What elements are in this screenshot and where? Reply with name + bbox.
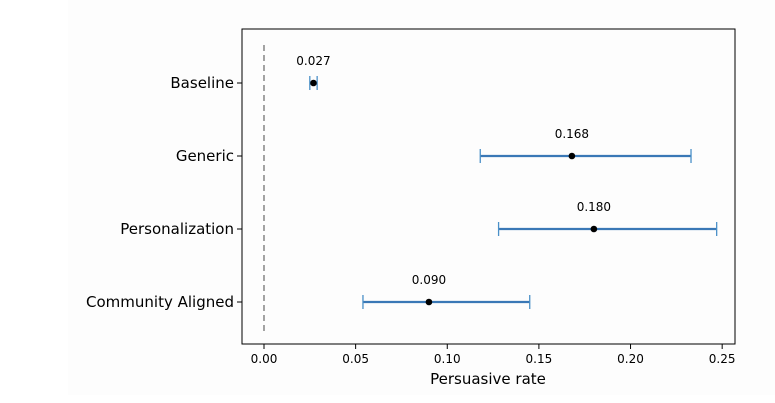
value-label: 0.168: [555, 127, 589, 141]
x-tick-label: 0.10: [434, 352, 461, 366]
x-tick-label: 0.00: [251, 352, 278, 366]
x-tick-label: 0.15: [526, 352, 553, 366]
category-label: Community Aligned: [86, 293, 234, 311]
x-axis-ticks: 0.00 0.05 0.10 0.15 0.20 0.25: [251, 344, 736, 366]
category-label: Personalization: [120, 220, 234, 238]
plot-area: [242, 29, 735, 344]
x-tick-label: 0.05: [342, 352, 369, 366]
y-axis-ticks: Baseline Generic Personalization Community …: [86, 74, 242, 311]
axes-frame: [241, 28, 736, 345]
x-axis-label: Persuasive rate: [430, 370, 546, 388]
data-marks: 0.027 0.168 0.180 0.090: [296, 54, 718, 309]
value-label: 0.027: [296, 54, 330, 68]
category-label: Generic: [176, 147, 234, 165]
point-estimate: [310, 79, 317, 87]
value-label: 0.180: [577, 200, 611, 214]
x-tick-label: 0.25: [709, 352, 736, 366]
category-label: Baseline: [170, 74, 234, 92]
x-tick-label: 0.20: [617, 352, 644, 366]
point-estimate: [425, 298, 433, 306]
value-label: 0.090: [412, 273, 446, 287]
point-estimate: [590, 225, 598, 233]
point-estimate: [568, 152, 576, 160]
